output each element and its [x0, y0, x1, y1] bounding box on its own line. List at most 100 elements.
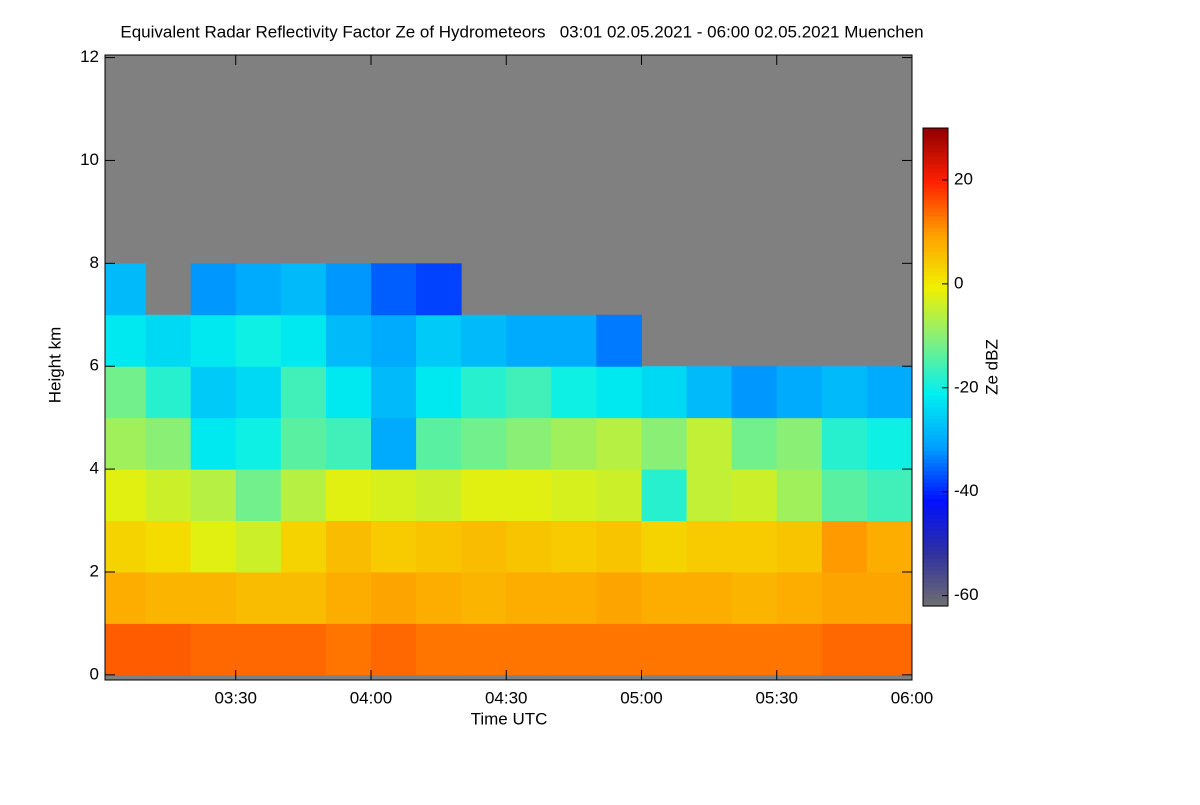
colorbar-segment [923, 506, 948, 511]
heatmap-cell [370, 366, 417, 419]
heatmap-cell [641, 417, 688, 470]
heatmap-cell [866, 520, 912, 573]
heatmap-cell [641, 623, 688, 676]
colorbar-segment [923, 490, 948, 496]
heatmap-cell [370, 263, 417, 316]
heatmap-cell [190, 623, 237, 676]
x-tick-label: 05:00 [620, 688, 663, 707]
colorbar-segment [923, 494, 948, 500]
heatmap-cell [280, 314, 327, 367]
heatmap-cell [866, 571, 912, 624]
heatmap-cell [506, 417, 552, 470]
heatmap-cell [280, 417, 327, 470]
colorbar-segment [923, 247, 948, 253]
colorbar-segment [923, 534, 948, 539]
heatmap-cell [821, 469, 868, 522]
colorbar-segment [923, 275, 948, 280]
colorbar-segment [923, 155, 948, 161]
colorbar-segment [923, 183, 948, 189]
heatmap-cell [731, 520, 778, 573]
heatmap-cell [235, 520, 282, 573]
heatmap-cell [731, 417, 778, 470]
colorbar-segment [923, 478, 948, 484]
colorbar-segment [923, 263, 948, 269]
heatmap-cell [105, 571, 147, 624]
heatmap-cell [190, 263, 237, 316]
heatmap-cell [641, 571, 688, 624]
heatmap-cell [105, 417, 147, 470]
heatmap-cell [866, 469, 912, 522]
colorbar-label: Ze dBZ [982, 339, 1001, 395]
heatmap-cell [235, 314, 282, 367]
colorbar-segment [923, 510, 948, 515]
heatmap-cell [325, 417, 372, 470]
heatmap-cell [551, 314, 597, 367]
heatmap-cell [325, 520, 372, 573]
heatmap-cell [416, 469, 462, 522]
heatmap-cell [190, 314, 237, 367]
colorbar-segment [923, 374, 948, 380]
colorbar-segment [923, 422, 948, 428]
colorbar-tick-label: 0 [954, 273, 963, 292]
colorbar-segment [923, 562, 948, 567]
heatmap-cell [145, 314, 192, 367]
colorbar-segment [923, 363, 948, 368]
colorbar-segment [923, 195, 948, 201]
heatmap-cell [506, 314, 552, 367]
colorbar-segment [923, 398, 948, 404]
colorbar-segment [923, 139, 948, 145]
colorbar-segment [923, 327, 948, 332]
heatmap-cell [235, 417, 282, 470]
colorbar-segment [923, 550, 948, 555]
heatmap-cell [325, 314, 372, 367]
heatmap-cell [821, 520, 868, 573]
colorbar-segment [923, 458, 948, 464]
heatmap-cell [461, 417, 507, 470]
colorbar-segment [923, 219, 948, 225]
colorbar-tick-label: -20 [954, 377, 979, 396]
heatmap-cell [506, 469, 552, 522]
colorbar-segment [923, 434, 948, 440]
colorbar-segment [923, 231, 948, 237]
heatmap-cell [596, 469, 642, 522]
y-tick-label: 8 [90, 253, 99, 272]
colorbar-segment [923, 339, 948, 344]
heatmap-cell [686, 417, 733, 470]
colorbar-segment [923, 498, 948, 504]
heatmap-cell [596, 520, 642, 573]
colorbar-segment [923, 406, 948, 412]
colorbar-segment [923, 255, 948, 261]
colorbar-segment [923, 259, 948, 265]
colorbar-segment [923, 143, 948, 149]
colorbar-segment [923, 159, 948, 165]
y-tick-label: 6 [90, 356, 99, 375]
heatmap-cell [506, 623, 552, 676]
heatmap-cell [776, 469, 823, 522]
heatmap-cell [821, 366, 868, 419]
colorbar-segment [923, 315, 948, 320]
colorbar-segment [923, 239, 948, 245]
heatmap-cell [325, 623, 372, 676]
colorbar-segment [923, 602, 948, 607]
y-tick-label: 4 [90, 459, 99, 478]
heatmap-cell [105, 520, 147, 573]
colorbar-segment [923, 311, 948, 316]
colorbar-segment [923, 167, 948, 173]
colorbar-segment [923, 131, 948, 137]
colorbar-segment [923, 474, 948, 480]
heatmap-cell [280, 520, 327, 573]
colorbar-segment [923, 271, 948, 276]
heatmap-cell [506, 366, 552, 419]
colorbar-segment [923, 546, 948, 551]
y-tick-label: 12 [80, 47, 99, 66]
heatmap-cell [686, 571, 733, 624]
colorbar-segment [923, 454, 948, 460]
x-axis-label: Time UTC [471, 709, 548, 728]
heatmap-cell [105, 366, 147, 419]
heatmap-cell [370, 571, 417, 624]
heatmap-cell [105, 263, 147, 316]
colorbar-segment [923, 578, 948, 583]
heatmap-cell [416, 571, 462, 624]
colorbar-segment [923, 319, 948, 324]
